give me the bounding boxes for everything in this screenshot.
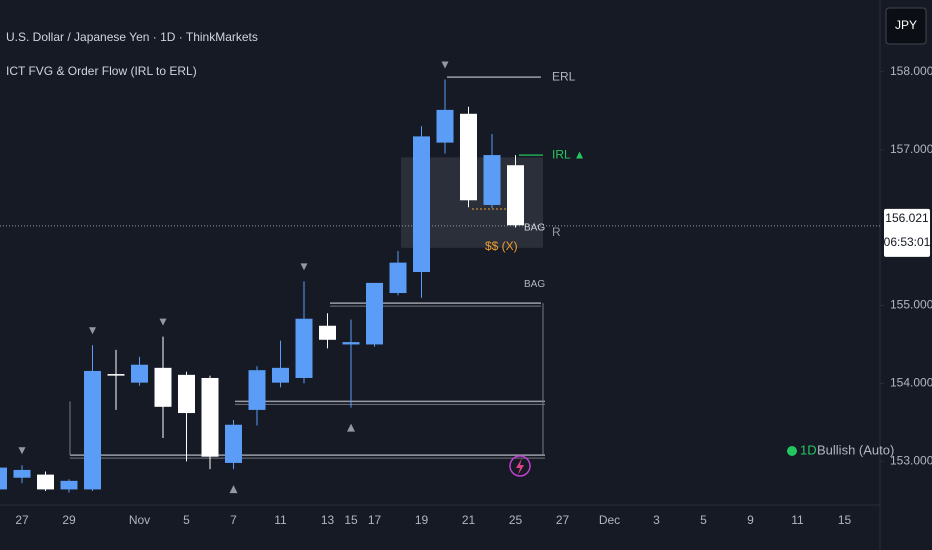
y-tick-label: 154.000 bbox=[890, 376, 932, 390]
candle-body bbox=[37, 474, 54, 490]
last-price-box bbox=[884, 208, 930, 257]
candle-body bbox=[272, 367, 289, 383]
last-price-label: 156.021 bbox=[885, 211, 929, 225]
swing-high-marker bbox=[18, 447, 26, 455]
candle-body bbox=[201, 377, 219, 457]
x-tick-label: 21 bbox=[462, 513, 476, 527]
indicator-name: ICT FVG & Order Flow (IRL to ERL) bbox=[6, 64, 197, 78]
annotation: $$ (X) bbox=[485, 239, 518, 253]
annotation: R bbox=[552, 225, 561, 239]
swing-high-marker bbox=[441, 61, 449, 69]
candle-body bbox=[131, 364, 148, 383]
swing-high-marker bbox=[300, 263, 308, 271]
x-tick-label: 17 bbox=[368, 513, 382, 527]
x-tick-label: 13 bbox=[321, 513, 335, 527]
candle-body bbox=[436, 109, 454, 143]
x-tick-label: 15 bbox=[838, 513, 852, 527]
candle-body bbox=[60, 480, 78, 490]
x-tick-label: 5 bbox=[183, 513, 190, 527]
level-label: IRL ▲ bbox=[552, 147, 585, 161]
x-tick-label: 9 bbox=[747, 513, 754, 527]
x-tick-label: 27 bbox=[556, 513, 570, 527]
candle-body bbox=[248, 370, 266, 410]
x-tick-label: 25 bbox=[509, 513, 523, 527]
x-tick-label: Dec bbox=[599, 513, 620, 527]
candle-body bbox=[413, 136, 430, 272]
x-tick-label: 27 bbox=[15, 513, 29, 527]
candle-body bbox=[107, 374, 125, 376]
candle-body bbox=[0, 467, 7, 490]
countdown: 06:53:01 bbox=[884, 235, 931, 249]
swing-low-marker bbox=[347, 423, 355, 432]
y-tick-label: 157.000 bbox=[890, 142, 932, 156]
candle-body bbox=[154, 367, 172, 407]
candle-body bbox=[366, 282, 383, 345]
level-label: BAG bbox=[524, 279, 545, 290]
level-label: ERL bbox=[552, 69, 576, 83]
candle-body bbox=[389, 262, 407, 294]
annotation: BAG bbox=[524, 223, 545, 234]
x-tick-label: 19 bbox=[415, 513, 429, 527]
currency-button[interactable] bbox=[885, 7, 927, 45]
chart-title: U.S. Dollar / Japanese Yen · 1D · ThinkM… bbox=[6, 30, 258, 44]
x-tick-label: 29 bbox=[62, 513, 76, 527]
candle-body bbox=[319, 325, 336, 340]
x-tick-label: 7 bbox=[230, 513, 237, 527]
swing-low-marker bbox=[229, 485, 238, 494]
y-tick-label: 153.000 bbox=[890, 454, 932, 468]
y-tick-label: 155.000 bbox=[890, 298, 932, 312]
x-tick-label: 11 bbox=[791, 513, 804, 527]
candle-body bbox=[342, 342, 360, 345]
alert-icon-bolt bbox=[516, 458, 524, 475]
x-tick-label: Nov bbox=[129, 513, 150, 527]
candle-body bbox=[178, 374, 195, 414]
currency-label: JPY bbox=[895, 18, 917, 32]
swing-high-marker bbox=[159, 318, 167, 326]
candle-body bbox=[295, 318, 313, 378]
candle-body bbox=[84, 370, 101, 490]
candle-body bbox=[13, 469, 31, 478]
swing-high-marker bbox=[89, 327, 96, 335]
candle-body bbox=[225, 424, 242, 463]
status-timeframe: 1D bbox=[800, 442, 817, 457]
alert-icon[interactable] bbox=[509, 455, 531, 477]
x-tick-label: 11 bbox=[274, 513, 287, 527]
status-label: Bullish (Auto) bbox=[817, 442, 894, 457]
y-tick-label: 158.000 bbox=[890, 64, 932, 78]
candle-body bbox=[507, 165, 524, 226]
candle-body bbox=[460, 113, 477, 201]
x-tick-label: 5 bbox=[700, 513, 707, 527]
x-tick-label: 3 bbox=[653, 513, 660, 527]
status-dot bbox=[787, 446, 797, 456]
candle-body bbox=[483, 155, 501, 205]
x-tick-label: 15 bbox=[344, 513, 358, 527]
